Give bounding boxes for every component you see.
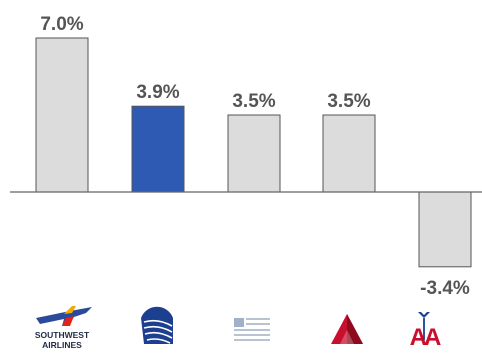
bar-value-label-4: 3.5% xyxy=(327,91,370,112)
bar-3 xyxy=(228,115,280,192)
bar-value-label-3: 3.5% xyxy=(232,91,275,112)
united-globe-logo-icon xyxy=(141,307,173,344)
american-aa-text: AA xyxy=(410,324,441,351)
bar-5 xyxy=(419,192,471,267)
bar-value-label-2: 3.9% xyxy=(136,82,179,103)
us-airways-flag-logo-icon xyxy=(234,318,270,340)
southwest-logo-text-line2: AIRLINES xyxy=(42,340,82,350)
bar-1 xyxy=(36,38,88,192)
bar-4 xyxy=(323,115,375,192)
american-airlines-aa-logo-icon: AA xyxy=(410,312,441,351)
bar-value-label-5: -3.4% xyxy=(420,278,470,299)
southwest-airlines-logo-icon: SOUTHWEST AIRLINES xyxy=(35,306,92,350)
delta-widget-logo-icon xyxy=(331,314,363,344)
southwest-logo-text-line1: SOUTHWEST xyxy=(35,330,90,340)
bar-2 xyxy=(132,106,184,192)
bars-group xyxy=(36,38,471,267)
bar-value-label-1: 7.0% xyxy=(40,14,83,35)
